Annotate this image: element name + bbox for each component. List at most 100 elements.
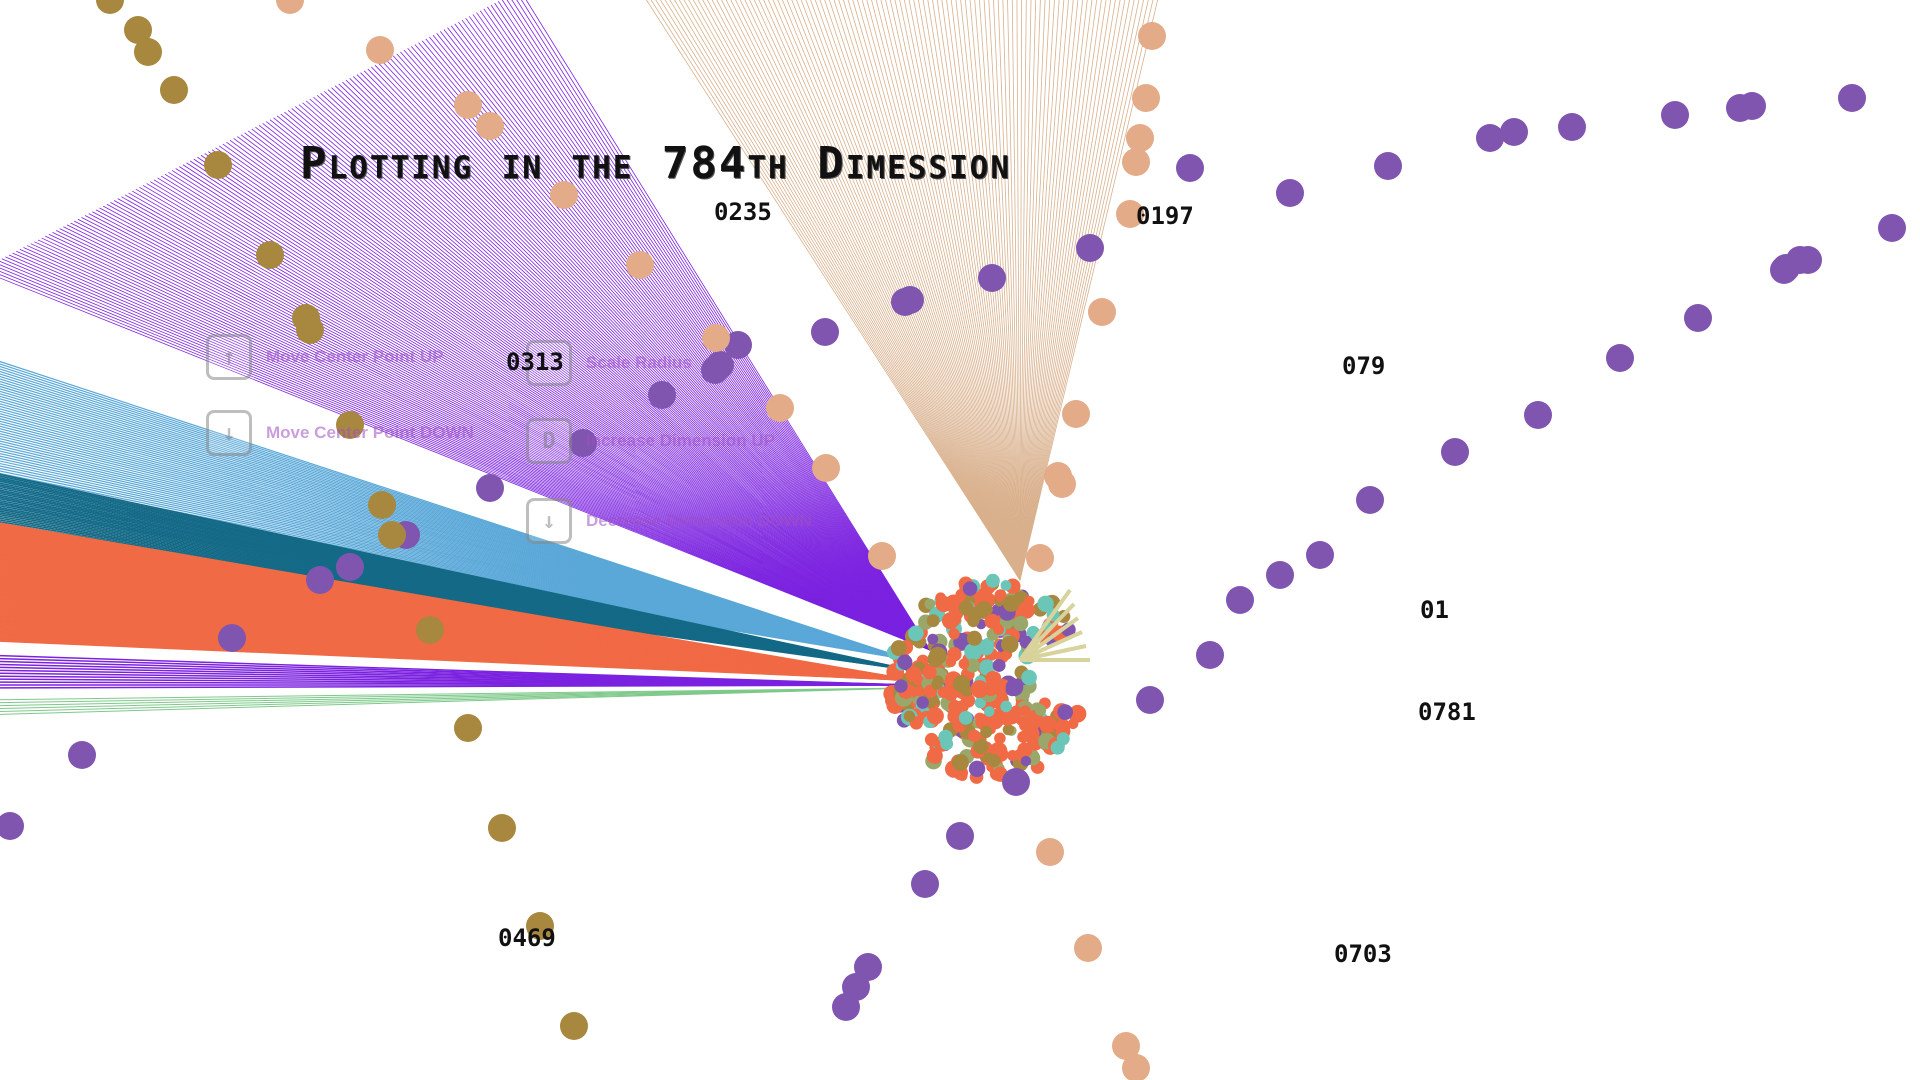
hub-point xyxy=(952,675,971,693)
projection-line xyxy=(5,256,931,651)
projection-line xyxy=(1019,0,1069,581)
hub-point xyxy=(983,680,999,696)
projection-line xyxy=(852,0,1021,581)
projection-line xyxy=(229,140,931,651)
scale-key-icon[interactable] xyxy=(526,340,572,386)
arrow-down-icon[interactable]: ↓ xyxy=(206,410,252,456)
hub-point xyxy=(935,595,952,613)
data-point xyxy=(336,411,364,439)
arrow-down-icon[interactable]: ↓ xyxy=(526,498,572,544)
projection-line xyxy=(669,0,1021,581)
projection-line xyxy=(1016,0,1021,581)
projection-line xyxy=(1019,0,1154,581)
data-point xyxy=(1276,179,1304,207)
data-point xyxy=(476,112,504,140)
projection-line xyxy=(683,0,1021,581)
data-point xyxy=(1226,586,1254,614)
projection-line xyxy=(338,83,931,651)
d-key-icon[interactable]: D xyxy=(526,418,572,464)
hub-point xyxy=(947,647,962,662)
data-point xyxy=(1794,246,1822,274)
projection-line xyxy=(786,0,1021,581)
projection-line xyxy=(1019,0,1140,581)
projection-line xyxy=(1019,0,1102,581)
projection-line xyxy=(421,40,931,651)
data-point xyxy=(1838,84,1866,112)
data-point xyxy=(1524,401,1552,429)
projection-line xyxy=(894,0,1021,581)
data-point xyxy=(1138,22,1166,50)
control-decrease-dimension[interactable]: ↓ Decrease Dimension DOWN xyxy=(526,498,812,544)
axis-label: 0781 xyxy=(1418,698,1476,726)
hub-point xyxy=(951,754,969,771)
projection-line xyxy=(660,0,1021,581)
data-point xyxy=(1878,214,1906,242)
projection-line xyxy=(739,0,1021,581)
projection-line xyxy=(45,235,931,651)
projection-line xyxy=(378,63,931,651)
data-point xyxy=(1374,152,1402,180)
control-move-up[interactable]: ↑ Move Center Point UP xyxy=(206,334,444,380)
projection-line xyxy=(763,0,1021,581)
projection-line xyxy=(711,0,1021,581)
projection-line xyxy=(197,156,931,651)
projection-line xyxy=(34,241,931,651)
projection-line xyxy=(908,0,1021,581)
axis-label: 0235 xyxy=(714,198,772,226)
projection-line xyxy=(903,0,1021,581)
projection-line xyxy=(875,0,1021,581)
hub-point xyxy=(967,729,981,743)
hub-point xyxy=(1019,705,1031,717)
projection-line xyxy=(772,0,1021,581)
data-point xyxy=(812,454,840,482)
projection-line xyxy=(269,119,931,651)
data-point xyxy=(68,741,96,769)
projection-line xyxy=(1019,0,1055,581)
projection-line xyxy=(461,19,931,651)
hub-point xyxy=(945,611,961,627)
hub-point xyxy=(1000,580,1012,591)
projection-line xyxy=(389,57,931,651)
data-point xyxy=(1738,92,1766,120)
projection-line xyxy=(1019,0,1144,581)
control-scale-radius[interactable]: Scale Radius xyxy=(526,340,692,386)
projection-line xyxy=(0,264,931,651)
hub-point xyxy=(1017,601,1035,619)
projection-line xyxy=(0,267,931,651)
projection-line xyxy=(356,74,931,651)
projection-line xyxy=(1019,0,1046,581)
projection-line xyxy=(857,0,1021,581)
data-point xyxy=(1176,154,1204,182)
hub-point xyxy=(1054,718,1071,735)
projection-line xyxy=(425,38,931,651)
projection-line xyxy=(735,0,1021,581)
hub-point xyxy=(943,685,955,697)
data-point xyxy=(946,822,974,850)
projection-line xyxy=(429,36,931,651)
projection-line xyxy=(824,0,1021,581)
hub-point xyxy=(958,658,970,670)
control-label: Move Center Point DOWN xyxy=(266,423,474,442)
projection-line xyxy=(418,42,931,651)
projection-line xyxy=(88,213,931,651)
projection-line xyxy=(52,232,931,651)
data-point xyxy=(550,181,578,209)
projection-line xyxy=(472,14,931,651)
projection-line xyxy=(179,166,931,651)
projection-line xyxy=(1019,0,1149,581)
arrow-up-icon[interactable]: ↑ xyxy=(206,334,252,380)
control-move-down[interactable]: ↓ Move Center Point DOWN xyxy=(206,410,474,456)
projection-line xyxy=(381,61,931,651)
control-increase-dimension[interactable]: D Increase Dimension UP xyxy=(526,418,775,464)
projection-line xyxy=(744,0,1021,581)
data-point xyxy=(96,0,124,14)
projection-line xyxy=(0,684,911,689)
hub-point xyxy=(1020,755,1032,767)
projection-line xyxy=(19,248,931,651)
data-point xyxy=(1661,101,1689,129)
projection-line xyxy=(0,277,931,651)
hub-point xyxy=(897,654,913,670)
projection-line xyxy=(688,0,1021,581)
projection-line xyxy=(284,111,931,651)
data-point xyxy=(1062,400,1090,428)
